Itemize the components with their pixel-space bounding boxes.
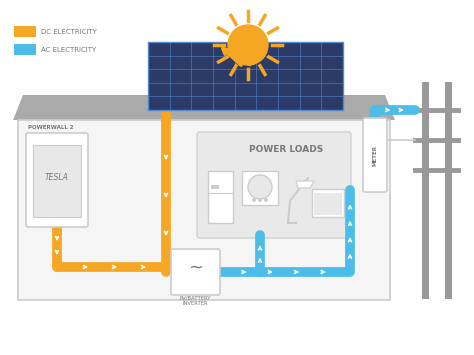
Polygon shape [296,181,314,188]
Bar [211,185,219,189]
Bar [312,189,344,217]
Bar [314,193,342,215]
Circle shape [248,175,272,199]
Text: AC ELECTRICITY: AC ELECTRICITY [41,47,96,53]
Text: METER: METER [373,144,377,165]
Text: DC ELECTRICITY: DC ELECTRICITY [41,28,97,34]
Bar [14,44,36,55]
FancyBboxPatch shape [197,132,351,238]
FancyBboxPatch shape [171,249,220,295]
Text: PV/BATTERY
INVERTER: PV/BATTERY INVERTER [180,295,211,306]
Text: POWER LOADS: POWER LOADS [249,144,323,153]
Circle shape [252,198,256,202]
Circle shape [258,198,262,202]
Text: POWERWALL 2: POWERWALL 2 [28,125,73,130]
FancyBboxPatch shape [363,118,387,192]
Bar [14,26,36,37]
Text: TESLA: TESLA [45,174,69,182]
Text: ~: ~ [188,259,203,277]
Polygon shape [13,95,395,120]
Circle shape [264,198,268,202]
FancyBboxPatch shape [26,133,88,227]
Circle shape [228,25,268,65]
Bar [242,171,278,205]
Bar [148,42,343,110]
Bar [33,145,81,217]
Bar [18,120,390,300]
Bar [208,171,233,223]
